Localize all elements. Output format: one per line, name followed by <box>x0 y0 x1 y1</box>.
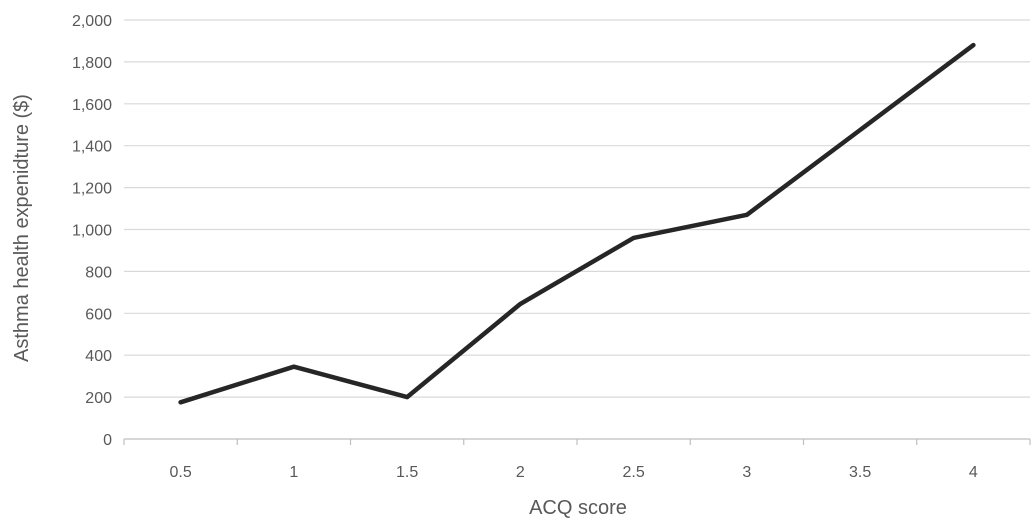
y-tick-label: 1,800 <box>72 55 112 72</box>
x-axis-tick-labels: 0.5 1 1.5 2 2.5 3 3.5 4 <box>170 464 978 481</box>
y-tick-label: 0 <box>103 432 112 449</box>
gridlines <box>124 19 1030 398</box>
series-line <box>178 42 976 405</box>
y-tick-label: 400 <box>85 348 112 365</box>
series-group <box>178 42 976 405</box>
x-tick-label: 2.5 <box>623 464 645 481</box>
y-tick-label: 200 <box>85 390 112 407</box>
y-tick-label: 1,000 <box>72 223 112 240</box>
y-tick-label: 600 <box>85 306 112 323</box>
x-tick-label: 1.5 <box>396 464 418 481</box>
y-tick-label: 1,400 <box>72 139 112 156</box>
x-tick-label: 3.5 <box>849 464 871 481</box>
x-tick-label: 0.5 <box>170 464 192 481</box>
x-axis <box>123 438 1031 445</box>
x-tick-label: 4 <box>969 464 978 481</box>
y-tick-label: 2,000 <box>72 13 112 30</box>
x-tick-label: 2 <box>516 464 525 481</box>
y-tick-label: 1,200 <box>72 181 112 198</box>
y-axis-title: Asthma health expenidture ($) <box>11 94 33 362</box>
x-axis-title: ACQ score <box>529 497 627 519</box>
y-tick-label: 1,600 <box>72 97 112 114</box>
y-tick-label: 800 <box>85 264 112 281</box>
x-tick-label: 3 <box>742 464 751 481</box>
x-tick-label: 1 <box>289 464 298 481</box>
y-axis-tick-labels: 0 200 400 600 800 1,000 1,200 1,400 1,600 1,800 2,… <box>72 13 112 449</box>
